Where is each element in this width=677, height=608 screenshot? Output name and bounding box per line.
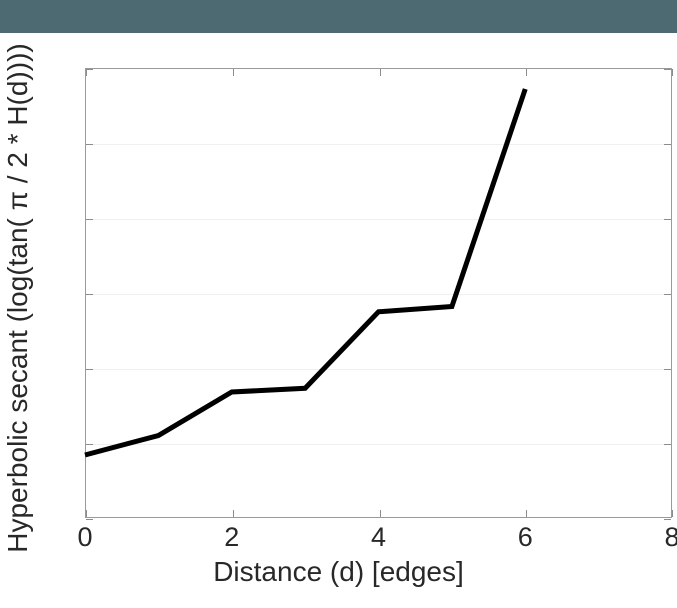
- x-axis-tick-label: 8: [664, 522, 677, 552]
- y-axis-tick-mark: [664, 69, 671, 70]
- x-axis-tick-mark: [526, 510, 528, 517]
- gridline-horizontal: [86, 294, 671, 295]
- window-title-bar: [0, 0, 677, 33]
- x-axis-tick-mark: [672, 69, 673, 76]
- x-axis-label: Distance (d) [edges]: [213, 556, 464, 587]
- x-axis-tick-mark: [379, 69, 381, 76]
- y-axis-tick-mark: [86, 369, 93, 370]
- x-axis-tick-label: 0: [77, 522, 93, 552]
- y-axis-tick-mark: [86, 519, 93, 520]
- y-axis-tick-mark: [664, 444, 671, 445]
- gridline-horizontal: [86, 369, 671, 370]
- x-axis-tick-mark: [232, 69, 234, 76]
- y-axis-tick-mark: [664, 519, 671, 520]
- y-axis-tick-mark: [86, 294, 93, 295]
- y-axis-tick-mark: [664, 294, 671, 295]
- gridline-horizontal: [86, 444, 671, 445]
- y-axis-tick-mark: [86, 144, 93, 145]
- y-axis-tick-mark: [86, 219, 93, 220]
- x-axis-tick-label: 6: [517, 522, 533, 552]
- x-axis-tick-mark: [379, 510, 381, 517]
- x-axis-tick-mark: [86, 69, 87, 76]
- x-axis-tick-mark: [86, 510, 87, 517]
- y-axis-tick-mark: [664, 219, 671, 220]
- y-axis-tick-mark: [664, 144, 671, 145]
- y-axis-tick-mark: [664, 369, 671, 370]
- x-axis-tick-mark: [672, 510, 673, 517]
- gridline-horizontal: [86, 144, 671, 145]
- gridline-horizontal: [86, 219, 671, 220]
- y-axis-tick-mark: [86, 69, 93, 70]
- x-axis-tick-label: 4: [370, 522, 387, 552]
- plot-area: [85, 68, 673, 520]
- y-axis-tick-mark: [86, 444, 93, 445]
- x-axis-tick-mark: [526, 69, 528, 76]
- x-axis-tick-label: 2: [224, 522, 240, 552]
- x-axis-tick-mark: [232, 510, 234, 517]
- data-series-line: [84, 88, 528, 458]
